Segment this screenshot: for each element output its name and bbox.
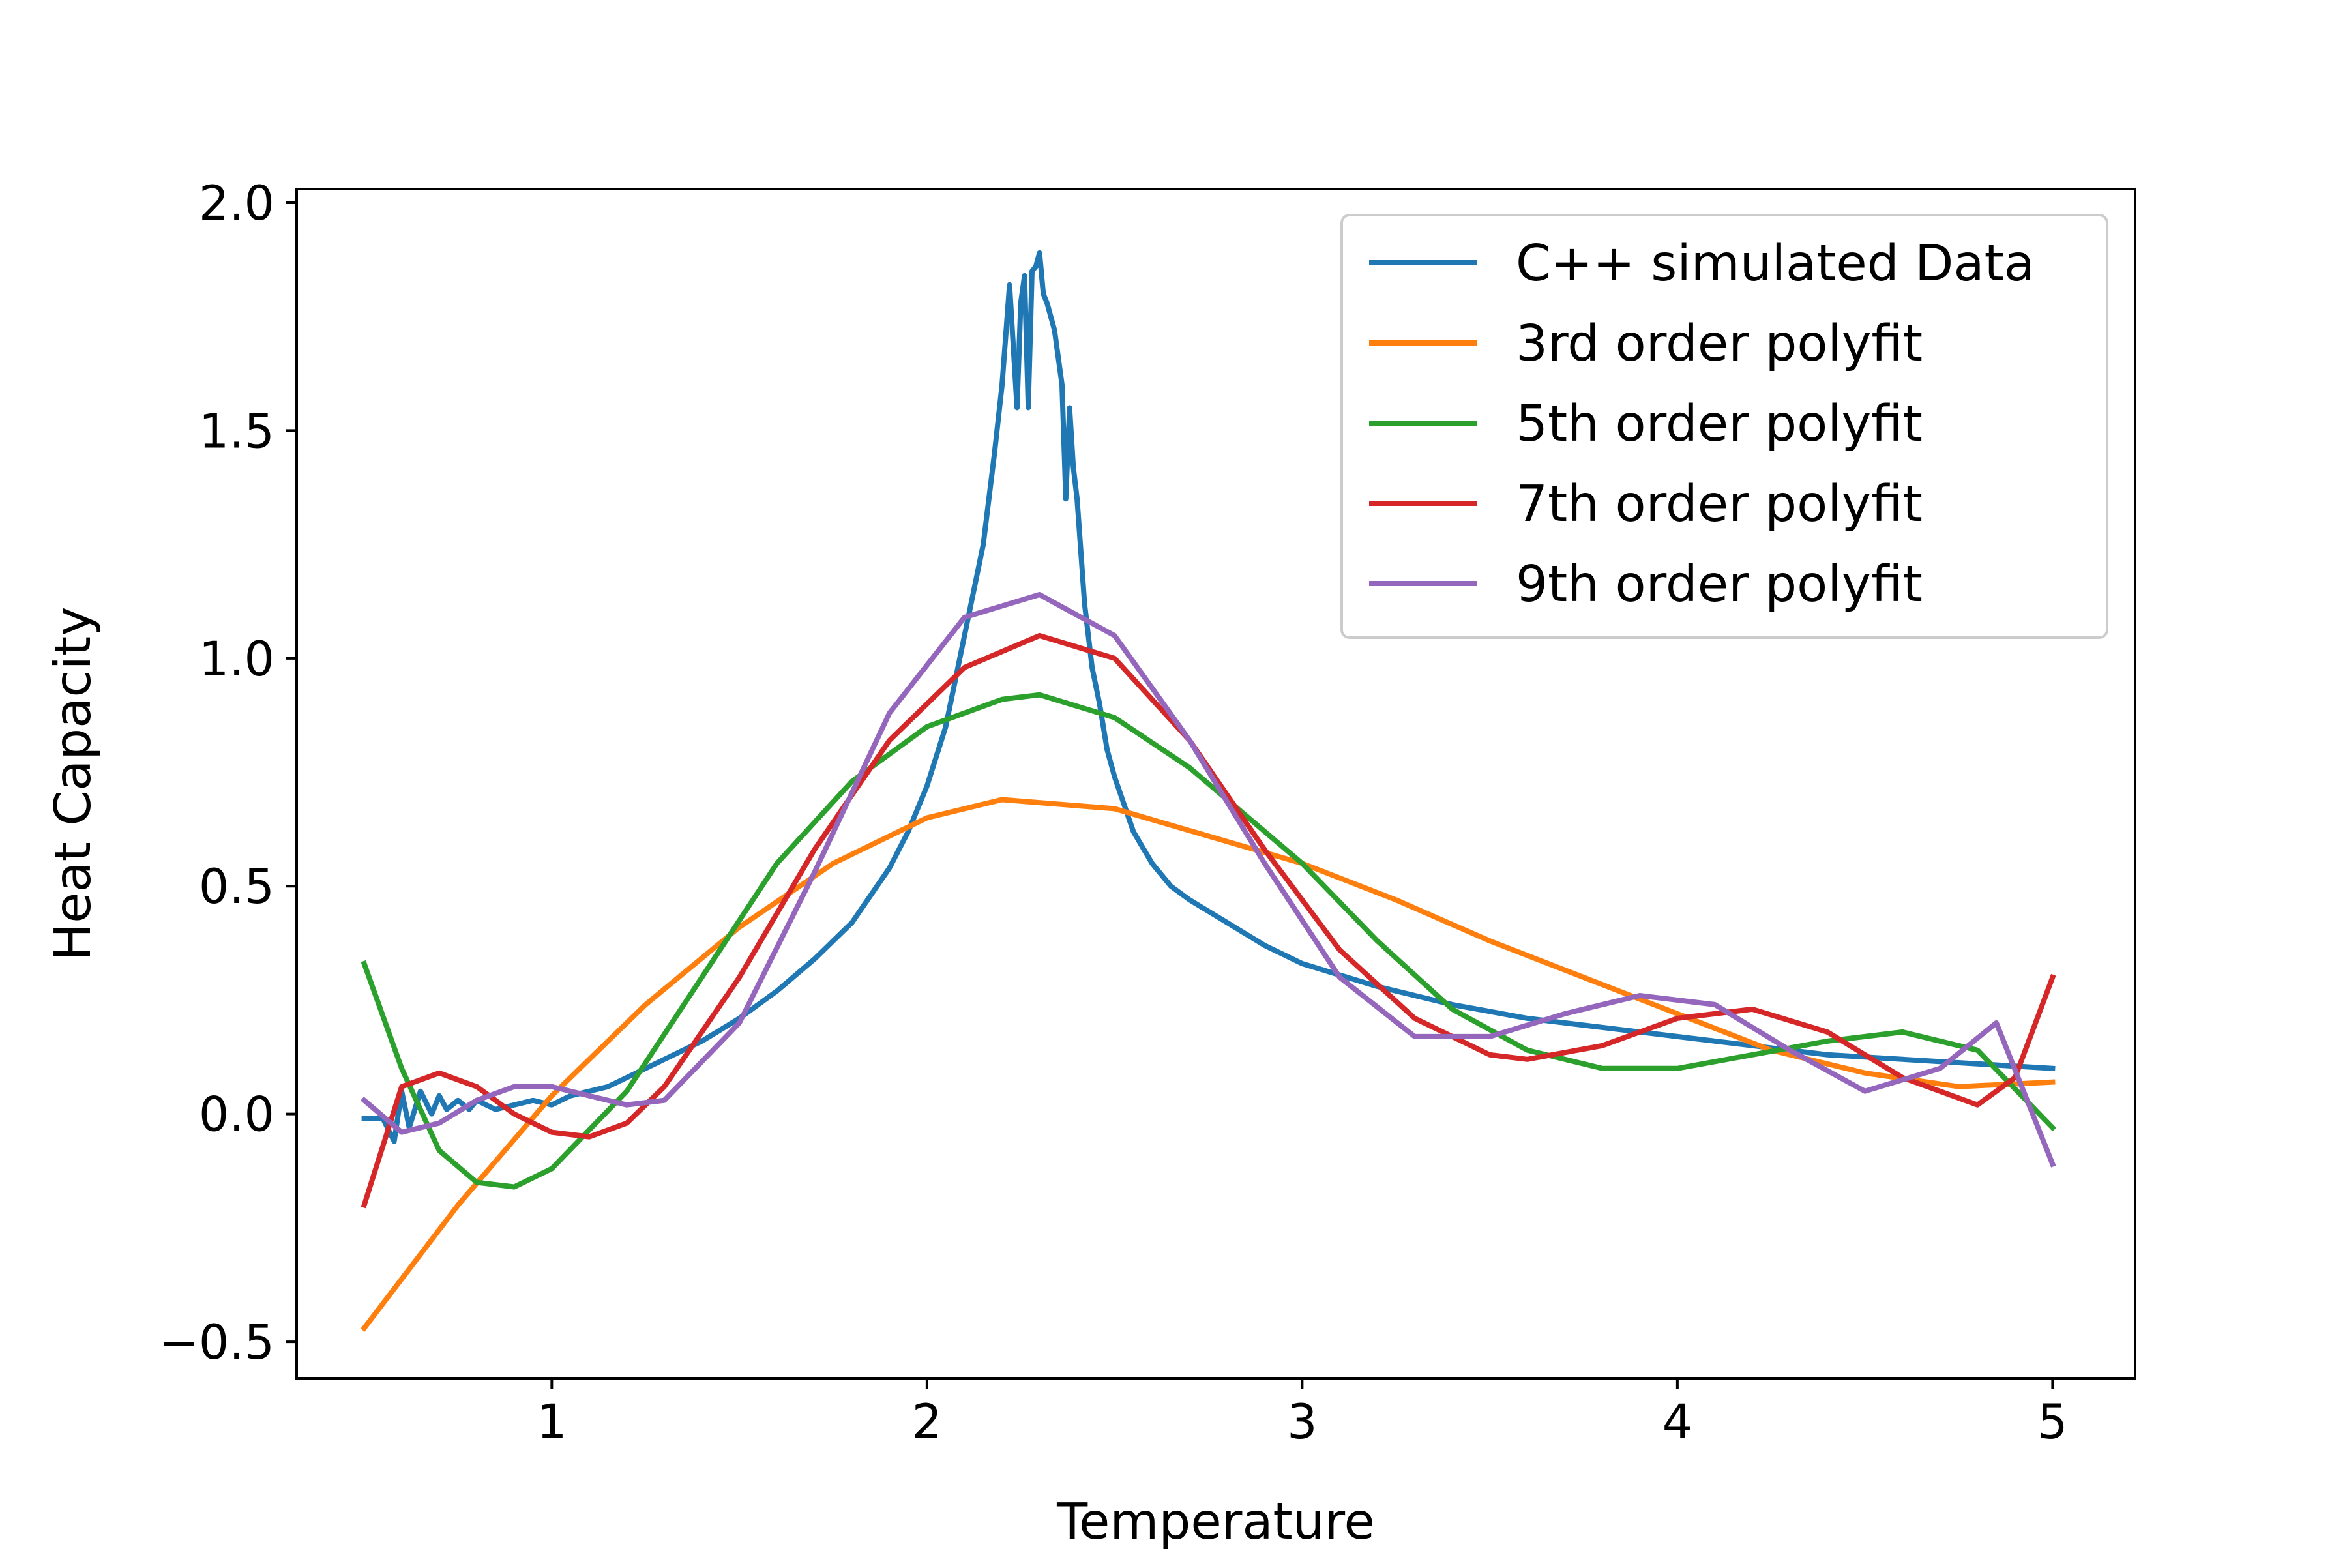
legend-entries: C++ simulated Data 3rd order polyfit 5th o… [1369, 235, 2035, 614]
y-tick-label: 0.5 [199, 859, 274, 915]
series-line-7th-order-polyfit [361, 632, 2056, 1209]
x-tick-label: 3 [1287, 1395, 1317, 1450]
y-axis-ticks: −0.5 0.0 0.5 1.0 1.5 2.0 [159, 176, 297, 1370]
legend-label-7th-order-polyfit: 7th order polyfit [1516, 475, 1923, 533]
y-tick-label: 1.5 [199, 404, 274, 459]
legend-label-c-simulated-data: C++ simulated Data [1516, 235, 2035, 293]
x-tick-label: 4 [1662, 1395, 1692, 1450]
series-layer [360, 250, 2057, 1332]
x-axis-label: Temperature [1056, 1493, 1375, 1551]
series-line-5th-order-polyfit [361, 692, 2057, 1190]
x-tick-label: 2 [912, 1395, 942, 1450]
y-axis-label: Heat Capacity [44, 606, 102, 961]
x-axis-ticks: 1 2 3 4 5 [537, 1378, 2068, 1450]
legend: C++ simulated Data 3rd order polyfit 5th o… [1340, 214, 2108, 639]
legend-label-3rd-order-polyfit: 3rd order polyfit [1516, 315, 1923, 373]
series-line-c-simulated-data [361, 250, 2056, 1144]
legend-box [1340, 214, 2108, 639]
y-tick-label: 1.0 [199, 632, 274, 687]
series-line-9th-order-polyfit [360, 592, 2056, 1168]
y-tick-label: 0.0 [199, 1087, 274, 1143]
plot-frame [295, 188, 2136, 1380]
legend-label-5th-order-polyfit: 5th order polyfit [1516, 395, 1923, 453]
x-tick-label: 1 [537, 1395, 567, 1450]
y-tick-label: −0.5 [159, 1315, 274, 1370]
y-tick-label: 2.0 [199, 176, 274, 231]
x-tick-label: 5 [2037, 1395, 2067, 1450]
legend-label-9th-order-polyfit: 9th order polyfit [1516, 555, 1923, 614]
